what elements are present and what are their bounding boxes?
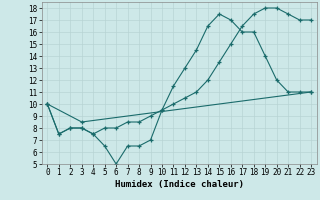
X-axis label: Humidex (Indice chaleur): Humidex (Indice chaleur) <box>115 180 244 189</box>
